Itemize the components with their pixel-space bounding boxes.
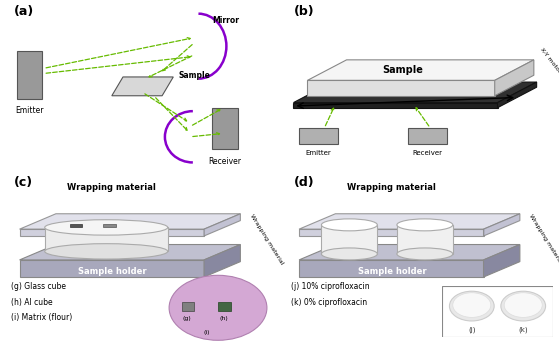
- Text: Receiver: Receiver: [209, 157, 241, 166]
- Text: Emitter: Emitter: [15, 106, 44, 115]
- Text: (k) 0% ciprofloxacin: (k) 0% ciprofloxacin: [291, 298, 367, 306]
- Text: Wrapping material: Wrapping material: [249, 213, 284, 265]
- Polygon shape: [484, 214, 520, 236]
- Ellipse shape: [321, 219, 377, 231]
- Polygon shape: [20, 214, 240, 229]
- Ellipse shape: [45, 244, 168, 259]
- Polygon shape: [299, 245, 520, 260]
- Bar: [408, 128, 447, 144]
- Text: Wrapping material: Wrapping material: [68, 183, 156, 192]
- Ellipse shape: [321, 248, 377, 260]
- Text: Emitter: Emitter: [306, 150, 331, 157]
- Polygon shape: [299, 229, 484, 236]
- Polygon shape: [495, 60, 534, 96]
- Polygon shape: [204, 245, 240, 277]
- Text: Sample: Sample: [382, 65, 423, 75]
- Text: (a): (a): [14, 5, 34, 18]
- Text: Receiver: Receiver: [413, 150, 443, 157]
- Text: Wrapping material: Wrapping material: [347, 183, 435, 192]
- Polygon shape: [321, 225, 377, 254]
- Polygon shape: [307, 60, 534, 80]
- Text: (g) Glass cube: (g) Glass cube: [11, 282, 66, 291]
- Polygon shape: [299, 260, 484, 277]
- Text: (h): (h): [219, 316, 228, 321]
- Text: (c): (c): [14, 176, 33, 189]
- Ellipse shape: [397, 248, 453, 260]
- Text: (g): (g): [183, 316, 192, 321]
- Text: Sample holder: Sample holder: [358, 266, 427, 276]
- Polygon shape: [20, 260, 204, 277]
- Text: Wrapping material: Wrapping material: [528, 213, 559, 265]
- Text: (j) 10% ciprofloxacin: (j) 10% ciprofloxacin: [291, 282, 369, 291]
- Text: (d): (d): [293, 176, 314, 189]
- Text: Sample: Sample: [179, 71, 211, 80]
- Bar: [70, 224, 83, 227]
- Polygon shape: [45, 227, 168, 251]
- Ellipse shape: [45, 220, 168, 235]
- Bar: [212, 108, 238, 149]
- Bar: [182, 302, 195, 311]
- Polygon shape: [299, 214, 520, 229]
- Ellipse shape: [169, 275, 267, 340]
- Polygon shape: [293, 82, 537, 103]
- Polygon shape: [204, 214, 240, 236]
- Polygon shape: [112, 77, 173, 96]
- Text: Mirror: Mirror: [212, 16, 239, 25]
- Polygon shape: [484, 245, 520, 277]
- Text: (h) Al cube: (h) Al cube: [11, 298, 53, 306]
- Text: X-Y motor stage: X-Y motor stage: [539, 47, 559, 90]
- Text: (b): (b): [293, 5, 314, 18]
- Bar: [17, 51, 42, 99]
- Text: Sample holder: Sample holder: [78, 266, 147, 276]
- Polygon shape: [397, 225, 453, 254]
- Polygon shape: [20, 229, 204, 236]
- Polygon shape: [307, 80, 495, 96]
- Text: (i) Matrix (flour): (i) Matrix (flour): [11, 313, 73, 322]
- Polygon shape: [498, 82, 537, 108]
- Polygon shape: [293, 103, 498, 108]
- Bar: [218, 302, 231, 311]
- Polygon shape: [20, 245, 240, 260]
- Ellipse shape: [397, 219, 453, 231]
- Text: (i): (i): [203, 330, 210, 335]
- Bar: [103, 224, 116, 227]
- Bar: [299, 128, 338, 144]
